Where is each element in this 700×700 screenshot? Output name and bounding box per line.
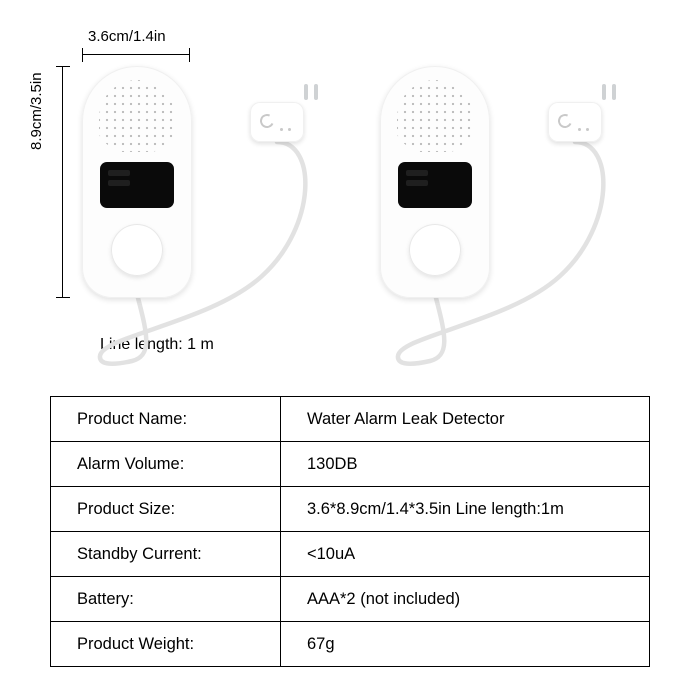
sensor-module-icon [250, 102, 304, 142]
spec-value: Water Alarm Leak Detector [281, 397, 650, 442]
table-row: Product Size: 3.6*8.9cm/1.4*3.5in Line l… [51, 487, 650, 532]
table-row: Alarm Volume: 130DB [51, 442, 650, 487]
table-row: Battery: AAA*2 (not included) [51, 577, 650, 622]
sensor-probes-icon [304, 84, 308, 100]
spec-value: <10uA [281, 532, 650, 577]
dimension-height-label: 8.9cm/3.5in [28, 72, 45, 150]
table-row: Product Weight: 67g [51, 622, 650, 667]
speaker-grille-icon [99, 80, 175, 152]
dimension-width-bracket [82, 48, 190, 62]
main-button-icon [111, 224, 163, 276]
dimension-width-label: 3.6cm/1.4in [88, 28, 166, 45]
table-row: Product Name: Water Alarm Leak Detector [51, 397, 650, 442]
spec-label: Product Name: [51, 397, 281, 442]
spec-label: Product Weight: [51, 622, 281, 667]
sensor-probes-icon [602, 84, 606, 100]
speaker-grille-icon [397, 80, 473, 152]
spec-label: Alarm Volume: [51, 442, 281, 487]
spec-value: AAA*2 (not included) [281, 577, 650, 622]
spec-value: 130DB [281, 442, 650, 487]
spec-value: 3.6*8.9cm/1.4*3.5in Line length:1m [281, 487, 650, 532]
lcd-screen-icon [398, 162, 472, 208]
product-figure-region: 3.6cm/1.4in 8.9cm/3.5in Line length: 1 m [0, 0, 700, 380]
table-row: Standby Current: <10uA [51, 532, 650, 577]
spec-label: Standby Current: [51, 532, 281, 577]
device-illustration-left [82, 66, 192, 298]
spec-label: Product Size: [51, 487, 281, 532]
sensor-module-icon [548, 102, 602, 142]
line-length-label: Line length: 1 m [100, 336, 214, 354]
spec-label: Battery: [51, 577, 281, 622]
device-illustration-right [380, 66, 490, 298]
lcd-screen-icon [100, 162, 174, 208]
specs-table-body: Product Name: Water Alarm Leak Detector … [51, 397, 650, 667]
dimension-height-bracket [56, 66, 70, 298]
spec-value: 67g [281, 622, 650, 667]
main-button-icon [409, 224, 461, 276]
specs-table: Product Name: Water Alarm Leak Detector … [50, 396, 650, 667]
